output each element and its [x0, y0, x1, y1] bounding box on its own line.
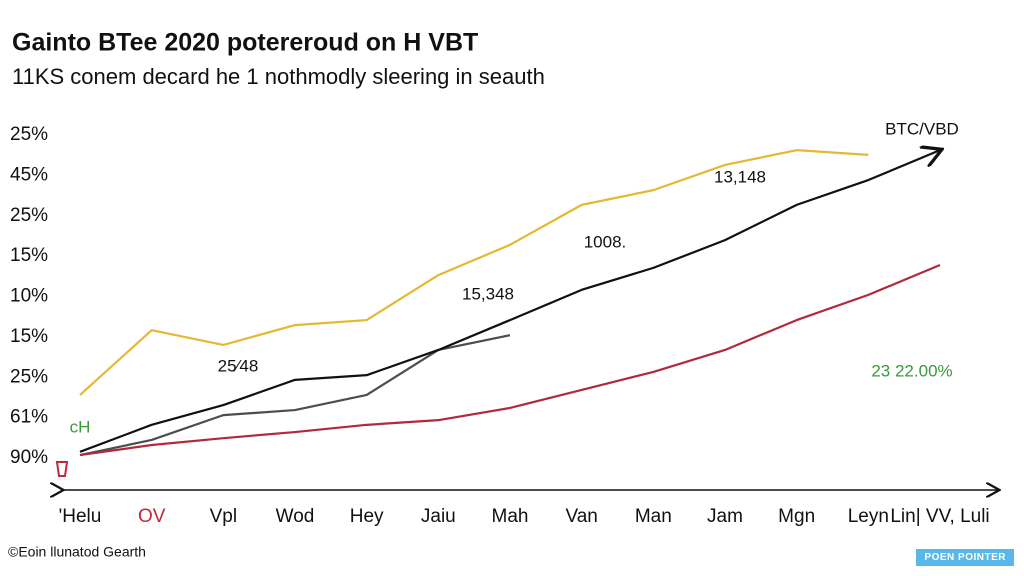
chart-title: Gainto BTee 2020 potereroud on H VBT [12, 29, 478, 57]
annotation: 25⁄48 [218, 356, 259, 375]
annotation: 13,148 [714, 167, 766, 186]
y-axis-label: 61% [10, 407, 48, 428]
x-tick-label: OV [138, 506, 166, 527]
x-tick-label: Mah [492, 506, 529, 527]
x-tick-label: Mgn [778, 506, 815, 527]
y-axis-label: 10% [10, 286, 48, 307]
annotation: 1008. [584, 232, 627, 251]
x-tick-label: Van [565, 506, 597, 527]
x-tick-label: Leyn [848, 506, 889, 527]
origin-icon [55, 461, 69, 477]
x-tick-label: Jaiu [421, 506, 456, 527]
y-axis-label: 15% [10, 326, 48, 347]
y-axis-label: 45% [10, 164, 48, 185]
line-series [79, 150, 940, 453]
annotation: 23 22.00% [871, 361, 952, 380]
x-tick-label: Vpl [210, 506, 237, 527]
y-axis-label: 25% [10, 205, 48, 226]
line-series [79, 149, 869, 396]
chart-subtitle: 11KS conem decard he 1 nothmodly sleerin… [12, 64, 545, 89]
annotation: 15,348 [462, 284, 514, 303]
x-tick-label: Lin| VV, Luli [890, 506, 989, 527]
y-axis-label: 25% [10, 366, 48, 387]
annotation: cH [70, 417, 91, 436]
badge: POEN POINTER [916, 549, 1014, 566]
line-series [79, 263, 941, 457]
series-label: BTC/VBD [885, 120, 959, 139]
y-axis-label: 90% [10, 447, 48, 468]
x-tick-label: Hey [350, 506, 384, 527]
y-axis-label: 15% [10, 245, 48, 266]
y-axis-label: 25% [10, 124, 48, 145]
x-tick-label: Man [635, 506, 672, 527]
x-tick-label: Jam [707, 506, 743, 527]
x-tick-label: 'Helu [59, 506, 102, 527]
footer: ©Eoin llunatod Gearth [8, 544, 146, 560]
x-tick-label: Wod [276, 506, 315, 527]
line-series [79, 334, 511, 457]
